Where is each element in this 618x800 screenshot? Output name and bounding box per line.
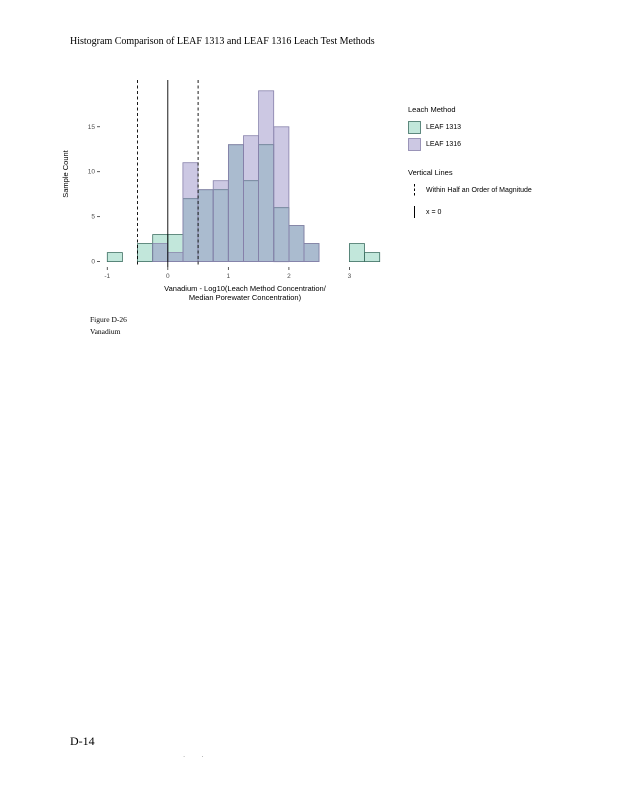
histogram-bar	[182, 162, 199, 262]
figure-label: Figure D-26	[90, 315, 127, 324]
legend-item-vline-dashed: Within Half an Order of Magnitude	[408, 183, 583, 197]
histogram-bar	[227, 144, 244, 262]
legend-line-title: Vertical Lines	[408, 168, 453, 177]
legend-fill-items: LEAF 1313 LEAF 1316	[408, 120, 583, 151]
vlines-layer	[137, 80, 199, 267]
legend-line-items: Within Half an Order of Magnitude x = 0	[408, 183, 583, 219]
series-leaf-1316	[152, 90, 320, 263]
bars-layer	[106, 90, 381, 263]
histogram-bar	[303, 243, 320, 263]
histogram-bar	[288, 225, 305, 263]
histogram-bar	[137, 243, 154, 263]
legend-label: x = 0	[426, 208, 442, 216]
y-tick-label: 15	[88, 124, 96, 131]
y-tick-label: 0	[91, 259, 95, 266]
figure-analyte: Vanadium	[90, 327, 121, 336]
histogram-bar	[243, 135, 260, 263]
histogram-bar	[106, 252, 123, 263]
x-axis-title-line1: Vanadium - Log10(Leach Method Concentrat…	[164, 284, 327, 293]
page-number: D-14	[70, 734, 95, 748]
series-leaf-1313	[106, 144, 381, 263]
histogram-figure: -1 0 1 2 3 0 5 10 15 Vanadium - Log10(Leach Meth…	[58, 72, 588, 320]
x-axis-title-line2: Median Porewater Concentration)	[189, 293, 302, 302]
y-tick-label: 10	[88, 169, 96, 176]
figure-caption: Figure D-26 Vanadium	[90, 314, 127, 338]
histogram-bar	[258, 90, 275, 263]
histogram-plot: -1 0 1 2 3 0 5 10 15 Vanadium - Log10(Leach Meth…	[61, 80, 381, 302]
legend-item-leaf-1313: LEAF 1313	[408, 120, 583, 134]
legend-fill-title: Leach Method	[408, 105, 456, 114]
y-tick-label: 5	[91, 214, 95, 221]
histogram-bar	[197, 189, 214, 262]
y-axis-title: Sample Count	[61, 149, 70, 197]
histogram-bar	[273, 126, 290, 263]
legend-item-vline-solid: x = 0	[408, 205, 583, 219]
legend-line-swatch	[414, 206, 415, 218]
axes-layer: -1 0 1 2 3 0 5 10 15	[88, 124, 352, 280]
legend-fill-swatch	[408, 137, 421, 151]
legend-label: LEAF 1316	[426, 140, 462, 148]
x-tick-label: 2	[287, 273, 291, 280]
legend-label: LEAF 1313	[426, 123, 462, 131]
histogram-bar	[212, 180, 229, 262]
chart-title: Histogram Comparison of LEAF 1313 and LE…	[70, 36, 375, 47]
legend-fill-swatch	[408, 120, 421, 134]
chart-legend: Leach Method LEAF 1313 LEAF 1316 Vertical…	[408, 105, 583, 227]
histogram-bar	[364, 252, 381, 263]
footer-artifact: . .	[183, 750, 211, 759]
legend-label: Within Half an Order of Magnitude	[426, 186, 532, 194]
legend-item-leaf-1316: LEAF 1316	[408, 137, 583, 151]
x-tick-label: 1	[227, 273, 231, 280]
histogram-bar	[152, 243, 169, 263]
x-tick-label: -1	[104, 273, 110, 280]
legend-line-swatch	[414, 184, 415, 196]
x-tick-label: 3	[348, 273, 352, 280]
histogram-bar	[348, 243, 365, 263]
histogram-bar	[167, 252, 184, 263]
x-tick-label: 0	[166, 273, 170, 280]
